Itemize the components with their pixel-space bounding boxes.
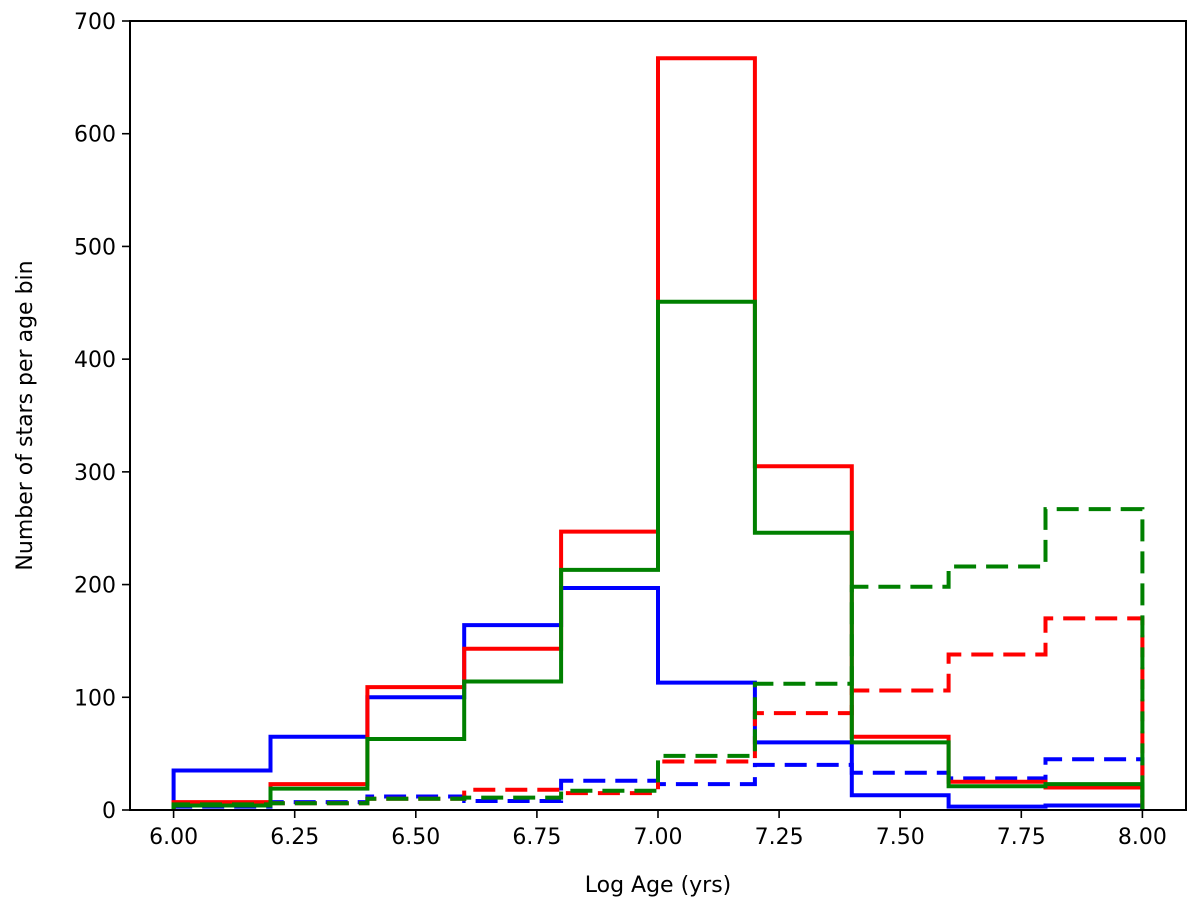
x-tick-label: 7.75 [997, 825, 1046, 850]
y-tick-label: 400 [74, 348, 116, 373]
y-axis-label: Number of stars per age bin [13, 260, 38, 570]
y-tick-label: 600 [74, 123, 116, 148]
y-tick-label: 300 [74, 461, 116, 486]
series-layer [171, 56, 1145, 810]
y-tick-label: 0 [102, 799, 116, 824]
x-axis: 6.00 6.25 6.50 6.75 7.00 7.25 7.50 7.75 8.00 [149, 810, 1167, 850]
x-tick-label: 7.25 [755, 825, 804, 850]
y-tick-label: 100 [74, 686, 116, 711]
series-2-step-line [171, 56, 1145, 810]
x-axis-label: Log Age (yrs) [585, 873, 732, 898]
x-tick-label: 7.00 [634, 825, 683, 850]
series-4-step-line [171, 299, 1145, 810]
x-tick-label: 6.50 [391, 825, 440, 850]
y-tick-label: 700 [74, 10, 116, 35]
x-tick-label: 7.50 [876, 825, 925, 850]
y-tick-label: 200 [74, 574, 116, 599]
series-0-step-line [171, 586, 1145, 810]
x-tick-label: 8.00 [1118, 825, 1167, 850]
y-axis: 0 100 200 300 400 500 600 700 [74, 10, 130, 824]
x-tick-label: 6.00 [149, 825, 198, 850]
y-tick-label: 500 [74, 235, 116, 260]
x-tick-label: 6.25 [270, 825, 319, 850]
series-5-step-line [171, 507, 1145, 810]
x-tick-label: 6.75 [512, 825, 561, 850]
